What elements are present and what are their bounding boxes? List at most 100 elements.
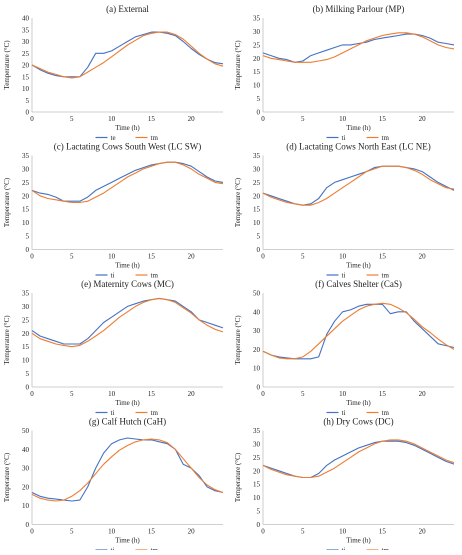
legend-label-tm: tm [151, 134, 159, 142]
x-axis-label: Time (h) [115, 124, 140, 132]
legend-label-ti: ti [111, 409, 115, 417]
x-axis-label: Time (h) [115, 399, 140, 407]
legend-label-tm: tm [382, 409, 390, 417]
y-axis-label: Temperature (°C) [234, 177, 242, 227]
y-axis-label: Temperature (°C) [234, 40, 242, 90]
series-line-ti [262, 165, 455, 206]
chart-title: (c) Lactating Cows South West (LC SW) [54, 142, 202, 152]
x-axis-label: Time (h) [346, 124, 371, 132]
y-tick-label: 0 [257, 246, 261, 254]
y-tick-label: 0 [257, 521, 261, 529]
y-tick-label: 25 [253, 41, 261, 49]
chart-panel-3: (c) Lactating Cows South West (LC SW) 0 5 1… [3, 142, 224, 280]
y-tick-label: 5 [257, 508, 261, 516]
y-axis-label: Temperature (°C) [234, 315, 242, 365]
y-tick-label: 30 [22, 165, 30, 173]
x-tick-label: 0 [30, 253, 34, 261]
legend-label-tm: tm [151, 409, 159, 417]
series-line-tm [262, 165, 455, 206]
chart-panel-8: (h) Dry Cows (DC) 0 5 10 15 20 25 30 35 0 5 10 15 20 T… [234, 417, 455, 555]
y-tick-label: 40 [22, 15, 30, 23]
x-tick-label: 10 [108, 390, 116, 398]
y-tick-label: 35 [253, 427, 261, 435]
y-tick-label: 0 [26, 246, 30, 254]
y-axis-label: Temperature (°C) [3, 315, 11, 365]
x-tick-label: 15 [148, 528, 156, 536]
series-line-tm [31, 31, 224, 79]
y-tick-label: 30 [22, 465, 30, 473]
x-tick-label: 20 [188, 115, 196, 123]
x-tick-label: 20 [419, 390, 427, 398]
x-tick-label: 10 [108, 253, 116, 261]
x-tick-label: 5 [301, 253, 305, 261]
legend-label-tm: tm [382, 547, 390, 551]
y-axis-label: Temperature (°C) [3, 452, 11, 502]
y-tick-label: 0 [26, 109, 30, 117]
y-tick-label: 35 [22, 152, 30, 160]
chart-panel-5: (e) Maternity Cows (MC) 0 5 10 15 20 25 30 35 0 5 1… [3, 279, 224, 417]
y-tick-label: 25 [22, 316, 30, 324]
series-line-ti [262, 303, 455, 360]
series-line-tm [262, 439, 455, 479]
x-tick-label: 5 [70, 115, 74, 123]
y-tick-label: 10 [253, 494, 261, 502]
y-tick-label: 40 [22, 446, 30, 454]
x-axis-label: Time (h) [115, 537, 140, 545]
x-tick-label: 0 [261, 253, 265, 261]
x-axis-label: Time (h) [115, 262, 140, 270]
x-tick-label: 15 [148, 115, 156, 123]
legend-label-te: te [111, 134, 116, 142]
y-tick-label: 35 [253, 15, 261, 23]
y-tick-label: 35 [22, 26, 30, 34]
series-line-tm [262, 32, 455, 63]
x-tick-label: 0 [261, 390, 265, 398]
series-line-tm [31, 297, 224, 348]
legend-label-ti: ti [111, 547, 115, 551]
x-tick-label: 5 [70, 528, 74, 536]
y-tick-label: 10 [22, 502, 30, 510]
y-tick-label: 25 [22, 50, 30, 58]
series-line-ti [31, 297, 224, 345]
y-tick-label: 0 [257, 109, 261, 117]
x-tick-label: 10 [108, 115, 116, 123]
x-tick-label: 5 [70, 390, 74, 398]
legend-label-ti: ti [342, 547, 346, 551]
x-tick-label: 20 [419, 528, 427, 536]
y-tick-label: 10 [253, 82, 261, 90]
y-tick-label: 20 [253, 55, 261, 63]
legend-label-ti: ti [111, 272, 115, 280]
y-tick-label: 35 [22, 290, 30, 298]
x-tick-label: 20 [188, 390, 196, 398]
x-tick-label: 0 [261, 115, 265, 123]
y-tick-label: 50 [22, 427, 30, 435]
y-tick-label: 30 [253, 440, 261, 448]
chart-title: (h) Dry Cows (DC) [323, 417, 393, 427]
legend-label-tm: tm [382, 272, 390, 280]
series-line-tm [262, 302, 455, 360]
x-tick-label: 20 [419, 115, 427, 123]
x-tick-label: 0 [30, 528, 34, 536]
legend-label-ti: ti [342, 134, 346, 142]
y-tick-label: 5 [26, 233, 30, 241]
x-tick-label: 15 [148, 253, 156, 261]
x-tick-label: 0 [261, 528, 265, 536]
y-tick-label: 30 [22, 38, 30, 46]
y-tick-label: 15 [253, 481, 261, 489]
y-tick-label: 15 [22, 73, 30, 81]
x-tick-label: 20 [188, 253, 196, 261]
chart-title: (d) Lactating Cows North East (LC NE) [286, 142, 430, 152]
legend-label-ti: ti [342, 409, 346, 417]
x-tick-label: 10 [339, 390, 347, 398]
y-tick-label: 40 [253, 308, 261, 316]
x-tick-label: 15 [379, 390, 387, 398]
y-tick-label: 15 [22, 206, 30, 214]
x-tick-label: 5 [70, 253, 74, 261]
y-tick-label: 20 [22, 192, 30, 200]
legend-label-tm: tm [151, 547, 159, 551]
series-line-tm [31, 161, 224, 204]
y-tick-label: 20 [22, 483, 30, 491]
legend-label-tm: tm [151, 272, 159, 280]
y-tick-label: 5 [26, 370, 30, 378]
